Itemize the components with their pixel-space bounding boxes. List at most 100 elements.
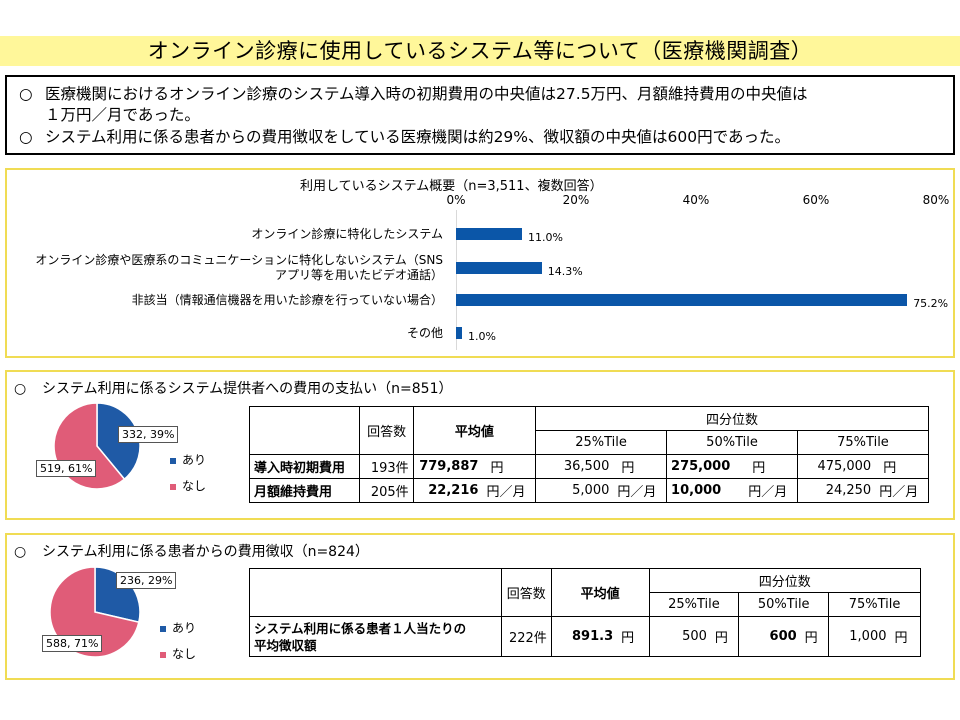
row-q50: 10,000 — [666, 478, 745, 503]
row-q25: 36,500 — [535, 454, 614, 479]
row-label: システム利用に係る患者１人当たりの 平均徴収額 — [249, 616, 502, 657]
legend-label-yes: あり — [182, 453, 207, 467]
pie-label-yes: 236, 29% — [116, 572, 177, 589]
category-label: オンライン診療に特化したシステム — [251, 227, 443, 242]
category-label-line: オンライン診療に特化したシステム — [251, 226, 443, 241]
x-tick-label: 40% — [682, 193, 710, 207]
row-q75: 1,000 — [828, 616, 891, 657]
pie-label-no: 519, 61% — [36, 460, 97, 477]
row-label: 月額維持費用 — [248, 478, 361, 503]
bar-value-label: 1.0% — [468, 330, 496, 343]
col-q25-header: 25%Tile — [648, 592, 740, 617]
category-label: その他 — [407, 326, 443, 341]
circle-bullet-icon: ○ — [14, 381, 27, 397]
col-quartile-header: 四分位数 — [535, 406, 929, 431]
category-label-line: その他 — [406, 325, 443, 340]
pie-label-yes: 332, 39% — [118, 426, 179, 443]
col-q75-header: 75%Tile — [828, 592, 921, 617]
circle-bullet-icon: ○ — [14, 544, 27, 560]
row-count: 222件 — [500, 616, 552, 657]
col-mean-header: 平均値 — [412, 406, 537, 455]
category-label-line: 非該当（情報通信機器を用いた診療を行っていない場合） — [131, 292, 443, 307]
row-q50: 275,000 — [666, 454, 745, 479]
row-mean-unit: 円／月 — [482, 478, 537, 503]
circle-bullet-icon: ○ — [19, 128, 33, 146]
col-count-header: 回答数 — [500, 568, 552, 617]
table-row: 導入時初期費用 193件 779,887 円 36,500 円 275,000 … — [248, 454, 930, 479]
provider-payment-table: 回答数 平均値 四分位数 25%Tile 50%Tile 75%Tile 導入時… — [248, 406, 930, 503]
x-tick-label: 80% — [922, 193, 950, 207]
legend-swatch-no — [160, 651, 166, 658]
category-label: 非該当（情報通信機器を用いた診療を行っていない場合） — [132, 293, 443, 308]
table-row: 月額維持費用 205件 22,216 円／月 5,000 円／月 10,000 … — [248, 478, 930, 503]
row-mean-unit: 円 — [617, 616, 650, 657]
legend-item-no: なし — [170, 478, 206, 494]
provider-payment-pie — [53, 402, 141, 490]
patient-fee-heading: ○ システム利用に係る患者からの費用徴収（n=824） — [14, 541, 369, 561]
row-q50-unit: 円 — [744, 454, 798, 479]
chart-axis-line — [456, 210, 457, 350]
title-band — [0, 36, 960, 66]
row-q25: 5,000 — [535, 478, 614, 503]
col-q25-header: 25%Tile — [535, 430, 668, 455]
category-label-line: オンライン診療や医療系のコミュニケーションに特化しないシステム（SNS — [35, 253, 443, 267]
patient-fee-heading-text: システム利用に係る患者からの費用徴収（n=824） — [42, 544, 369, 560]
legend-label-no: なし — [172, 647, 197, 661]
pie-legend: あり なし — [170, 452, 206, 494]
legend-item-yes: あり — [160, 620, 196, 636]
row-q75: 475,000 — [796, 454, 876, 479]
row-label: 導入時初期費用 — [248, 454, 361, 479]
chart-title: 利用しているシステム概要（n=3,511、複数回答） — [300, 179, 603, 194]
pie-legend: あり なし — [160, 620, 196, 662]
patient-fee-table: 回答数 平均値 四分位数 25%Tile 50%Tile 75%Tile システ… — [249, 568, 922, 657]
row-count: 193件 — [359, 454, 414, 479]
table-row: システム利用に係る患者１人当たりの 平均徴収額 222件 891.3 円 500… — [249, 616, 921, 657]
bar — [456, 262, 542, 274]
legend-swatch-yes — [170, 457, 176, 464]
page-title: オンライン診療に使用しているシステム等について（医療機関調査） — [147, 39, 813, 63]
col-mean-header: 平均値 — [550, 568, 650, 617]
x-tick-label: 60% — [802, 193, 830, 207]
x-tick-label: 0% — [446, 193, 466, 207]
row-q50-unit: 円／月 — [744, 478, 798, 503]
summary-line-2: ○ システム利用に係る患者からの費用徴収をしている医療機関は約29%、徴収額の中央… — [19, 127, 790, 148]
summary-box: ○ 医療機関におけるオンライン診療のシステム導入時の初期費用の中央値は27.5万円… — [5, 75, 955, 155]
summary-text-2: システム利用に係る患者からの費用徴収をしている医療機関は約29%、徴収額の中央値… — [45, 128, 790, 146]
row-q25-unit: 円 — [613, 454, 668, 479]
summary-line-1b: １万円／月であった。 — [45, 106, 200, 124]
col-q50-header: 50%Tile — [666, 430, 798, 455]
legend-item-no: なし — [160, 646, 196, 662]
legend-swatch-yes — [160, 625, 166, 632]
legend-label-no: なし — [182, 479, 207, 493]
row-q75-unit: 円／月 — [875, 478, 930, 503]
bar — [456, 327, 462, 339]
row-q50-unit: 円 — [800, 616, 830, 657]
row-q25: 500 — [648, 616, 711, 657]
bar-value-label: 14.3% — [547, 265, 583, 278]
table-corner — [249, 568, 502, 617]
provider-payment-heading-text: システム利用に係るシステム提供者への費用の支払い（n=851） — [42, 381, 453, 397]
row-q50: 600 — [738, 616, 801, 657]
row-q75: 24,250 — [796, 478, 876, 503]
bar-value-label: 75.2% — [913, 297, 949, 310]
row-mean: 891.3 — [550, 616, 618, 657]
row-mean-unit: 円 — [482, 454, 537, 479]
bar — [456, 228, 522, 240]
row-q25-unit: 円 — [710, 616, 740, 657]
bar-value-label: 11.0% — [528, 231, 563, 244]
legend-label-yes: あり — [172, 621, 197, 635]
col-q75-header: 75%Tile — [796, 430, 930, 455]
row-mean: 779,887 — [412, 454, 483, 479]
col-count-header: 回答数 — [359, 406, 414, 455]
bar — [456, 294, 908, 306]
circle-bullet-icon: ○ — [19, 85, 33, 103]
legend-item-yes: あり — [170, 452, 206, 468]
row-label-line1: システム利用に係る患者１人当たりの — [254, 620, 467, 636]
category-label: オンライン診療や医療系のコミュニケーションに特化しないシステム（SNS アプリ等を… — [35, 253, 443, 283]
x-tick-label: 20% — [562, 193, 590, 207]
summary-text-1a: 医療機関におけるオンライン診療のシステム導入時の初期費用の中央値は27.5万円、… — [45, 85, 808, 103]
row-q25-unit: 円／月 — [613, 478, 668, 503]
row-label-line2: 平均徴収額 — [254, 637, 317, 653]
row-count: 205件 — [359, 478, 414, 503]
row-q75-unit: 円 — [890, 616, 921, 657]
